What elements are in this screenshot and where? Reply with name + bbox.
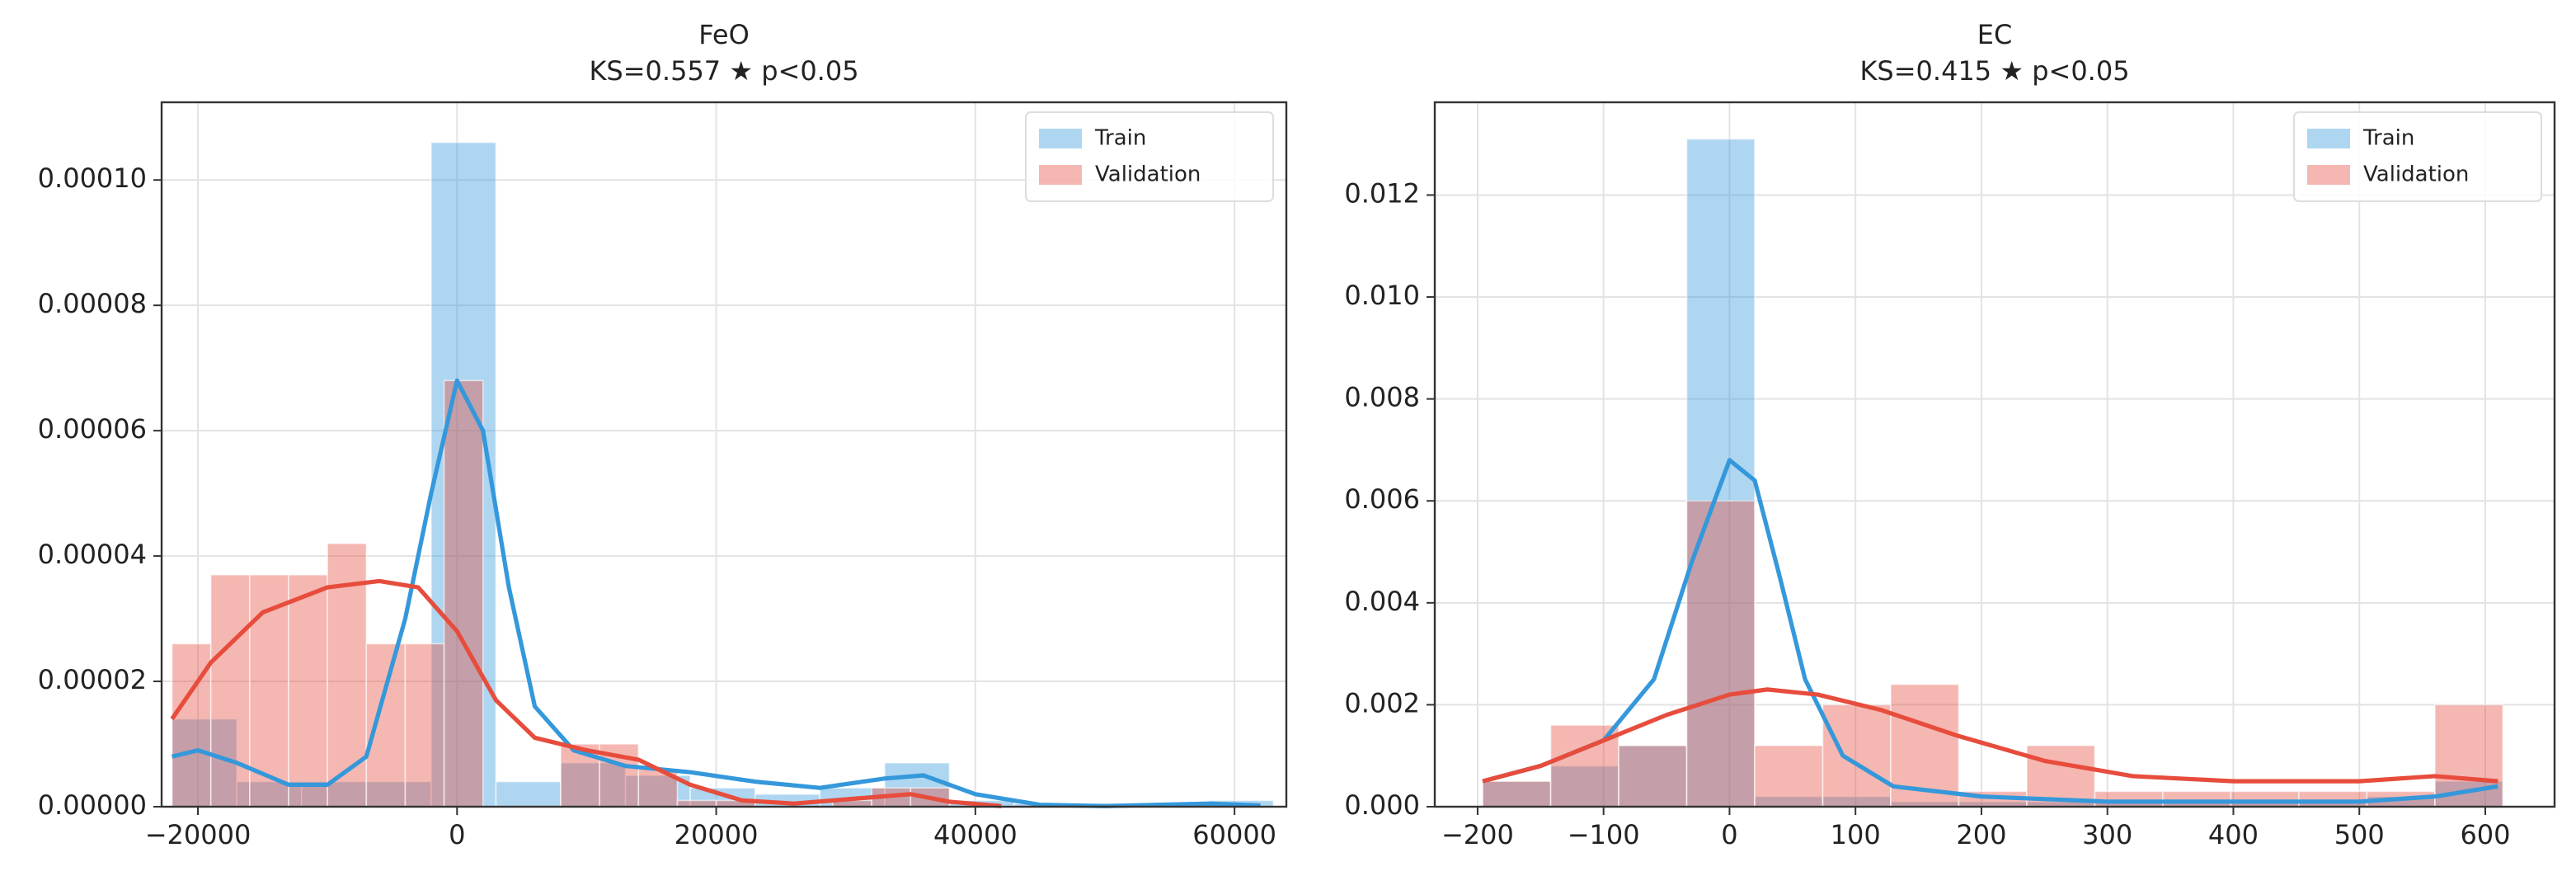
x-tick-label: 400 xyxy=(2208,819,2259,850)
x-tick-label: 500 xyxy=(2334,819,2385,850)
x-tick-label: 20000 xyxy=(675,819,759,850)
kde-line xyxy=(1482,458,2498,804)
x-tick-label: 40000 xyxy=(933,819,1018,850)
histogram-bar xyxy=(209,574,251,808)
histogram-bar xyxy=(443,379,484,808)
plot-area: 0.00000 0.00002 0.00004 0.00006 0.00008 0.000… xyxy=(38,102,1286,850)
histogram-bar xyxy=(2026,745,2096,808)
y-tick-label: 0.00008 xyxy=(38,288,147,319)
plot-frame xyxy=(160,101,1288,808)
y-tick-label: 0.010 xyxy=(1344,280,1420,311)
legend-label: Validation xyxy=(1095,162,1201,187)
chart-title: EC xyxy=(1977,19,2013,50)
histogram-bar xyxy=(1549,765,1619,808)
histogram-bar xyxy=(404,643,445,808)
x-tick-label: −100 xyxy=(1568,819,1640,850)
kde-line xyxy=(170,578,1002,808)
histogram-bar xyxy=(249,574,289,808)
histogram-bar xyxy=(1618,745,1688,808)
legend: Train Validation xyxy=(2293,111,2542,202)
x-tick-label: −200 xyxy=(1441,819,1514,850)
histogram-bar xyxy=(2162,790,2232,808)
x-tick-label: 0 xyxy=(1721,819,1737,850)
y-tick-label: 0.00002 xyxy=(38,664,147,695)
legend-swatch xyxy=(1039,129,1082,148)
histogram-bar xyxy=(2094,790,2164,808)
legend-box xyxy=(2293,111,2542,202)
y-tick-label: 0.012 xyxy=(1344,177,1420,209)
histogram-bar xyxy=(495,780,562,808)
y-tick-label: 0.004 xyxy=(1344,586,1420,617)
histogram-bar xyxy=(365,780,432,808)
plot-frame xyxy=(1433,101,2556,808)
histogram-bar xyxy=(365,643,407,808)
x-tick-label: 60000 xyxy=(1192,819,1276,850)
y-tick-label: 0.00006 xyxy=(38,413,147,445)
histogram-bar xyxy=(2230,790,2300,808)
histogram-bar xyxy=(430,141,497,808)
legend-label: Train xyxy=(1094,126,1146,151)
histogram-bar xyxy=(2298,790,2368,808)
histogram-bar xyxy=(288,574,328,808)
histogram-bar xyxy=(1482,780,1552,808)
legend-label: Validation xyxy=(2363,162,2469,187)
chart-subtitle: KS=0.557 ★ p<0.05 xyxy=(589,55,858,87)
x-tick-label: 600 xyxy=(2460,819,2510,850)
histogram-bar xyxy=(1822,704,1892,808)
legend: Train Validation xyxy=(1025,111,1274,202)
x-tick-label: 0 xyxy=(449,819,465,850)
y-tick-label: 0.00004 xyxy=(38,539,147,570)
x-tick-label: −20000 xyxy=(145,819,251,850)
y-tick-label: 0.00010 xyxy=(38,162,147,194)
legend-box xyxy=(1025,111,1274,202)
chart-subtitle: KS=0.415 ★ p<0.05 xyxy=(1859,55,2129,87)
y-tick-label: 0.000 xyxy=(1344,789,1420,821)
x-tick-label: 300 xyxy=(2082,819,2132,850)
legend-swatch xyxy=(2307,165,2350,185)
plot-area: 0.000 0.002 0.004 0.006 0.008 0.010 0.012 −200 −… xyxy=(1344,102,2555,850)
y-tick-label: 0.008 xyxy=(1344,382,1420,413)
y-tick-label: 0.00000 xyxy=(38,789,147,821)
histogram-bar xyxy=(1754,745,1824,808)
kde-line xyxy=(1482,687,2498,784)
y-tick-label: 0.002 xyxy=(1344,687,1420,718)
legend-label: Train xyxy=(2362,126,2414,151)
legend-swatch xyxy=(2307,129,2350,148)
y-tick-label: 0.006 xyxy=(1344,483,1420,515)
histogram-bar xyxy=(1685,500,1756,808)
x-tick-label: 200 xyxy=(1956,819,2006,850)
legend-swatch xyxy=(1039,165,1082,185)
x-tick-label: 100 xyxy=(1831,819,1881,850)
chart-title: FeO xyxy=(698,19,750,50)
kde-line xyxy=(171,378,1261,808)
